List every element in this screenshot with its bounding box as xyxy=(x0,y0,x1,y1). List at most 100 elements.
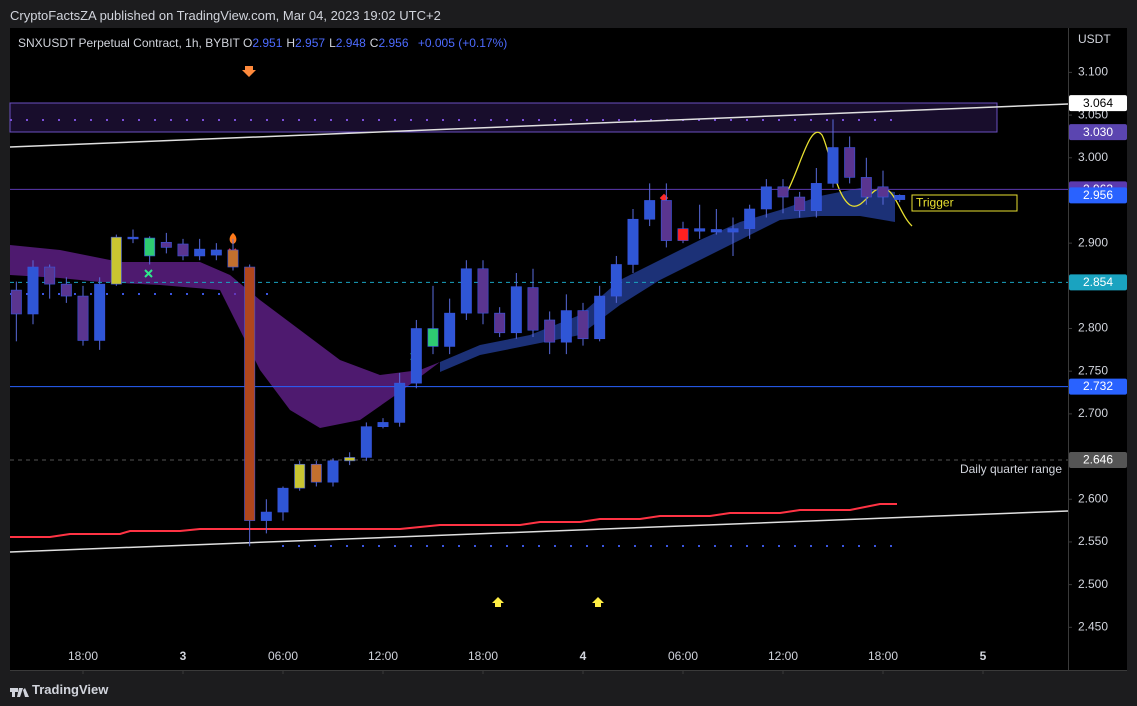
x-tick-label: 06:00 xyxy=(668,649,698,663)
candle-body xyxy=(610,264,622,297)
candle-body xyxy=(794,196,806,211)
candle-body xyxy=(210,249,222,256)
annotation: Daily quarter range xyxy=(960,462,1062,476)
candle-body xyxy=(160,241,172,248)
axis-unit: USDT xyxy=(1078,32,1111,46)
candle-body xyxy=(827,147,839,184)
brand: TradingView xyxy=(32,682,109,697)
price-badge-label: 2.646 xyxy=(1083,453,1113,467)
candle-body xyxy=(377,422,389,427)
price-badge xyxy=(1069,124,1127,141)
candle-body xyxy=(894,195,906,200)
arrow-up xyxy=(492,597,504,607)
candle-body xyxy=(710,229,722,233)
candle-body xyxy=(694,228,706,232)
trend-line xyxy=(9,103,1069,148)
legend-label: L xyxy=(329,36,336,50)
trend-line xyxy=(9,510,1069,553)
candle-body xyxy=(760,186,772,210)
x-tick-label: 12:00 xyxy=(368,649,398,663)
ribbon xyxy=(10,245,440,428)
candle-body xyxy=(94,283,106,341)
candle-body xyxy=(260,511,272,521)
y-tick-label: 2.450 xyxy=(1078,619,1108,633)
candle-body xyxy=(194,248,206,257)
candle-body xyxy=(877,186,889,198)
chart-background xyxy=(10,28,1127,670)
y-tick-label: 2.500 xyxy=(1078,577,1108,591)
candle-body xyxy=(860,177,872,198)
candle-body xyxy=(560,310,572,343)
candle-body xyxy=(544,319,556,343)
candle-body xyxy=(677,228,689,241)
publish-info: CryptoFactsZA published on TradingView.c… xyxy=(10,8,441,23)
candle-body xyxy=(810,183,822,211)
candle-body xyxy=(27,266,39,315)
arrow-up xyxy=(592,597,604,607)
legend-value: 2.957 xyxy=(295,36,326,50)
candle-body xyxy=(327,460,339,483)
arrow-down xyxy=(242,66,256,77)
y-tick-label: 3.100 xyxy=(1078,65,1108,79)
x-tick-label: 12:00 xyxy=(768,649,798,663)
candle-body xyxy=(727,228,739,233)
symbol: SNXUSDT Perpetual Contract, 1h, BYBIT xyxy=(18,36,240,50)
candle-body xyxy=(844,147,856,178)
change: +0.005 (+0.17%) xyxy=(417,36,508,50)
candle-body xyxy=(177,243,189,257)
candle-body xyxy=(460,268,472,314)
x-tick-label: 06:00 xyxy=(268,649,298,663)
flame-icon xyxy=(229,233,237,244)
candle-body xyxy=(10,289,22,315)
y-tick-label: 2.550 xyxy=(1078,534,1108,548)
candle-body xyxy=(344,457,356,462)
candle-body xyxy=(44,266,56,285)
x-tick-label: 18:00 xyxy=(68,649,98,663)
price-badge xyxy=(1069,378,1127,395)
x-tick-label: 18:00 xyxy=(868,649,898,663)
candle-body xyxy=(427,328,439,347)
candle-body xyxy=(244,266,256,521)
price-badge xyxy=(1069,274,1127,291)
candle-body xyxy=(227,249,239,268)
candle-body xyxy=(744,208,756,229)
candle-body xyxy=(644,200,656,220)
legend: SNXUSDT Perpetual Contract, 1h, BYBIT O2… xyxy=(18,36,507,50)
candle-body xyxy=(60,283,72,297)
y-tick-label: 3.000 xyxy=(1078,150,1108,164)
drawing xyxy=(784,131,913,227)
candle-body xyxy=(510,286,522,334)
annotation-box xyxy=(911,194,1018,212)
y-tick-label: 2.600 xyxy=(1078,491,1108,505)
candle-body xyxy=(594,295,606,340)
cross-marker xyxy=(144,269,153,278)
brand-logo xyxy=(10,688,29,697)
candle-body xyxy=(494,312,506,334)
candle-body xyxy=(127,236,139,240)
candle-body xyxy=(110,236,122,285)
price-badge-label: 2.854 xyxy=(1083,275,1113,289)
price-badge-label: 3.064 xyxy=(1083,96,1113,110)
x-tick-label: 5 xyxy=(980,649,987,663)
price-badge xyxy=(1069,451,1127,468)
candle-body xyxy=(527,287,539,331)
y-tick-label: 2.900 xyxy=(1078,235,1108,249)
candle-body xyxy=(77,295,89,341)
candle-body xyxy=(360,426,372,458)
x-tick-label: 18:00 xyxy=(468,649,498,663)
price-badge-label: 2.956 xyxy=(1083,188,1113,202)
candle-body xyxy=(394,382,406,423)
candle-body xyxy=(444,312,456,347)
price-badge-label: 2.732 xyxy=(1083,379,1113,393)
y-tick-label: 2.800 xyxy=(1078,321,1108,335)
legend-label: C xyxy=(369,36,379,50)
legend-label: O xyxy=(243,36,253,50)
candle-body xyxy=(144,237,156,257)
candle-body xyxy=(310,463,322,483)
x-tick-label: 3 xyxy=(180,649,187,663)
legend-value: 2.951 xyxy=(252,36,283,50)
candle-body xyxy=(294,463,306,489)
y-tick-label: 2.750 xyxy=(1078,363,1108,377)
moving-average xyxy=(10,503,897,538)
